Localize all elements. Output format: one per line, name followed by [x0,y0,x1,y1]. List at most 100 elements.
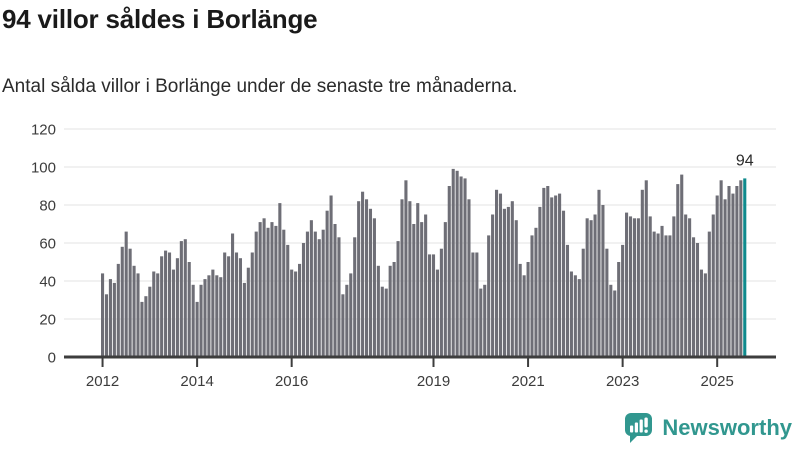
bar [345,284,349,357]
y-tick-label: 80 [39,198,56,215]
bar [167,252,172,357]
x-tick-label: 2019 [417,373,450,390]
bar [104,294,109,357]
bar [695,243,700,357]
bar [731,193,735,357]
y-tick-label: 20 [39,312,56,329]
bar [388,265,392,357]
bar [152,271,156,357]
bar [676,184,680,357]
bar [120,246,124,357]
brand-name: Newsworthy [662,414,792,440]
bar [636,218,640,357]
bar [416,203,420,357]
bar [723,199,727,357]
x-tick-label: 2014 [180,373,213,390]
bar [589,220,593,357]
bar [463,178,467,357]
bar [112,282,116,357]
bar [577,279,581,357]
bar [290,269,294,357]
bar [211,269,215,357]
bar [364,199,369,357]
bar [699,269,703,357]
bar [439,248,443,357]
bar [234,252,239,357]
bar [502,208,506,357]
bar [668,235,672,357]
bar [569,271,573,357]
bar [692,237,696,357]
bar [368,208,373,357]
bar [246,267,250,357]
bar [179,241,183,357]
bar [487,235,491,357]
bar [561,210,566,357]
bar [380,286,384,357]
bar [384,288,388,357]
brand-footer: Newsworthy [622,411,792,444]
highlight-bar [743,178,747,357]
bar [238,258,242,357]
bar [329,195,333,357]
bar [550,197,554,357]
bar [518,263,522,357]
y-tick-label: 120 [31,122,56,139]
bar [554,195,558,357]
bar [451,168,455,357]
bar [644,180,648,357]
bar [219,277,223,357]
bar [372,218,376,357]
x-tick-label: 2012 [86,373,119,390]
bar [124,231,128,357]
bar [530,235,534,357]
bar [573,275,577,357]
bar [294,271,298,357]
bar [128,248,132,357]
bar [514,220,518,357]
bar [349,273,353,357]
bar [250,252,254,357]
bar [447,186,451,357]
bar [337,237,341,357]
y-tick-label: 100 [31,160,56,177]
bar [101,273,105,357]
bar [546,186,550,357]
bar [715,195,719,357]
bar [455,170,459,357]
highlight-value-label: 94 [736,152,754,169]
bar [408,201,412,357]
bar [357,201,361,357]
bar [396,241,400,357]
bar [475,252,479,357]
bar [479,288,483,357]
bar [258,222,262,357]
bar [617,262,621,357]
bar [412,224,416,357]
bar [703,273,707,357]
bar [711,214,715,357]
newsworthy-logo-icon [625,413,653,443]
bar [558,193,562,357]
bar [727,186,731,357]
bar [187,262,191,357]
bar [278,203,282,357]
bar [628,216,633,357]
bar [317,239,321,357]
y-tick-label: 0 [48,350,56,367]
bar [392,262,396,357]
bar [534,227,538,357]
bar [609,284,613,357]
bar [613,290,617,357]
bar [270,222,274,357]
bar [538,206,542,357]
bar [183,239,187,357]
x-tick-label: 2023 [606,373,639,390]
bar [175,258,179,357]
bar [353,237,357,357]
bar [565,244,570,357]
bar [483,284,487,357]
bar [321,229,325,357]
x-tick-label: 2025 [701,373,734,390]
bar [471,252,475,357]
